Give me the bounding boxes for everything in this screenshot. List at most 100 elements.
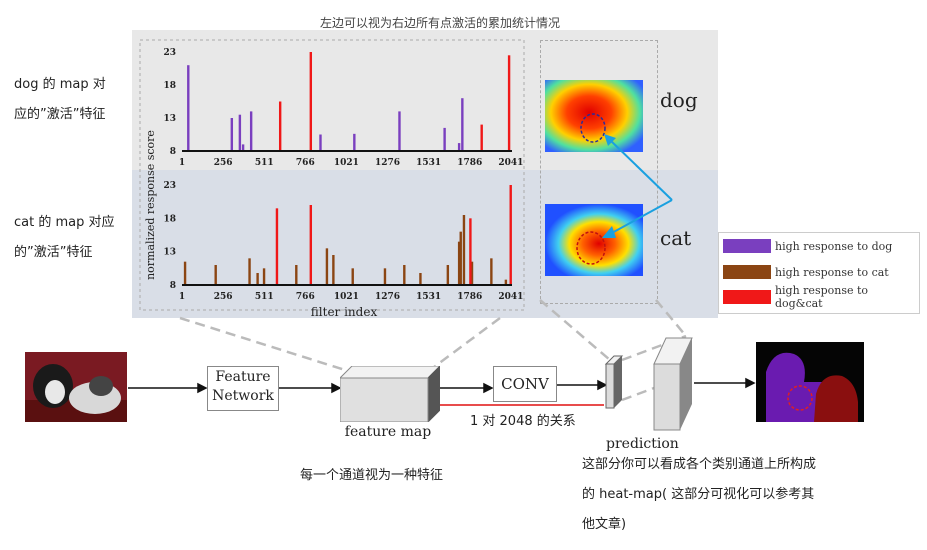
bar: [470, 261, 474, 285]
arrow-to-cat: [609, 199, 673, 235]
relation-label: 1 对 2048 的关系: [470, 414, 576, 429]
x-tick-label: 2041: [498, 292, 523, 302]
bar: [351, 268, 354, 285]
dog-heatmap-label: dog: [660, 88, 698, 112]
heatmap-note-line3: 他文章): [582, 517, 627, 532]
legend-item-dog-cat: high response to dog&cat: [723, 284, 919, 310]
bar: [249, 111, 253, 151]
cat-note-line2: 的”激活”特征: [14, 245, 93, 260]
dog-response-chart: 23 18 13 81 256 511 766 1021 1276 1531 1786 2041: [163, 48, 523, 168]
x-tick-label: 766: [296, 292, 315, 302]
y-tick-label: 23: [163, 48, 176, 58]
y-tick-label: 8: [170, 147, 176, 157]
legend-item-cat: high response to cat: [723, 263, 889, 281]
bar: [275, 208, 279, 285]
bar: [507, 55, 511, 151]
bar: [469, 218, 472, 285]
x-tick-label: 1: [179, 292, 185, 302]
y-tick-label: 13: [163, 114, 176, 124]
legend-swatch: [723, 265, 771, 279]
chart-frame: [139, 39, 525, 311]
bar: [457, 143, 461, 151]
bar: [241, 144, 245, 151]
x-tick-label: 1786: [457, 158, 482, 168]
bar: [490, 258, 493, 285]
bar: [332, 255, 335, 285]
heatmap-note-line2: 的 heat-map( 这部分可视化可以参考其: [582, 487, 815, 502]
x-tick-label: 2041: [498, 158, 523, 168]
x-tick-label: 1276: [375, 292, 400, 302]
conv-box: CONV: [493, 366, 557, 402]
bar: [256, 273, 259, 285]
heatmap-note: 这部分你可以看成各个类别通道上所构成 的 heat-map( 这部分可视化可以参…: [582, 450, 922, 540]
y-axis-label: normalized response score: [144, 130, 157, 280]
cat-note-line1: cat 的 map 对应: [14, 215, 115, 230]
bar: [325, 248, 329, 285]
bar: [187, 65, 190, 151]
bar: [278, 101, 282, 151]
prediction-layers: [604, 337, 693, 431]
y-tick-label: 18: [163, 214, 176, 224]
legend-swatch: [723, 239, 771, 253]
dog-note-line1: dog 的 map 对: [14, 77, 106, 92]
cat-activation-note: cat 的 map 对应 的”激活”特征: [14, 208, 134, 268]
input-photo-dog-cat: [25, 352, 127, 422]
blue-arrows: [602, 134, 673, 238]
cat-response-chart: 23 18 13 81 256 511 766 1021 1276 1531 1786 2041: [163, 181, 523, 302]
x-tick-label: 1276: [375, 158, 400, 168]
y-tick-label: 8: [170, 281, 176, 291]
arrow-to-dog: [609, 139, 673, 201]
bar: [383, 268, 387, 285]
bar: [183, 261, 187, 285]
prediction-label: prediction: [606, 436, 679, 452]
x-tick-label: 1: [179, 158, 185, 168]
channel-note: 每一个通道视为一种特征: [300, 468, 444, 483]
bar: [309, 52, 313, 151]
chart-legend: high response to dog high response to ca…: [718, 232, 920, 314]
bar: [398, 111, 401, 151]
legend-item-dog: high response to dog: [723, 237, 892, 255]
y-tick-label: 18: [163, 81, 176, 91]
bar: [403, 265, 406, 285]
x-tick-label: 256: [214, 292, 233, 302]
feature-map-block: [340, 366, 440, 422]
bar: [457, 241, 461, 285]
x-tick-label: 766: [296, 158, 315, 168]
y-tick-label: 23: [163, 181, 176, 191]
bar: [459, 231, 462, 285]
bar: [419, 273, 422, 285]
x-tick-label: 511: [255, 158, 274, 168]
x-tick-label: 1021: [334, 158, 359, 168]
bar: [480, 124, 483, 151]
bar: [462, 215, 466, 285]
bar: [238, 114, 242, 151]
cat-heatmap: [545, 204, 643, 276]
heatmap-note-line1: 这部分你可以看成各个类别通道上所构成: [582, 457, 817, 472]
x-tick-label: 256: [214, 158, 233, 168]
dog-note-line2: 应的”激活”特征: [14, 107, 106, 122]
y-tick-label: 13: [163, 248, 176, 258]
bar: [295, 265, 298, 285]
legend-swatch: [723, 290, 771, 304]
bar: [319, 134, 322, 151]
bar: [446, 265, 450, 285]
x-tick-label: 1531: [416, 158, 441, 168]
feature-network-box: Feature Network: [207, 366, 279, 411]
bar: [248, 258, 251, 285]
bar: [230, 118, 234, 151]
bar: [353, 133, 356, 151]
feature-map-label: feature map: [344, 424, 432, 440]
heatmap-frame: [540, 40, 658, 304]
bar: [214, 265, 217, 285]
x-tick-label: 511: [255, 292, 274, 302]
cat-heatmap-label: cat: [660, 226, 692, 250]
x-tick-label: 1531: [416, 292, 441, 302]
x-axis-label: filter index: [311, 305, 378, 319]
figure-caption: 左边可以视为右边所有点激活的累加统计情况: [319, 16, 560, 30]
bar: [309, 205, 313, 285]
dog-activation-note: dog 的 map 对 应的”激活”特征: [14, 70, 134, 130]
bar: [262, 268, 266, 285]
bar: [504, 279, 508, 285]
dog-heatmap: [545, 80, 643, 152]
